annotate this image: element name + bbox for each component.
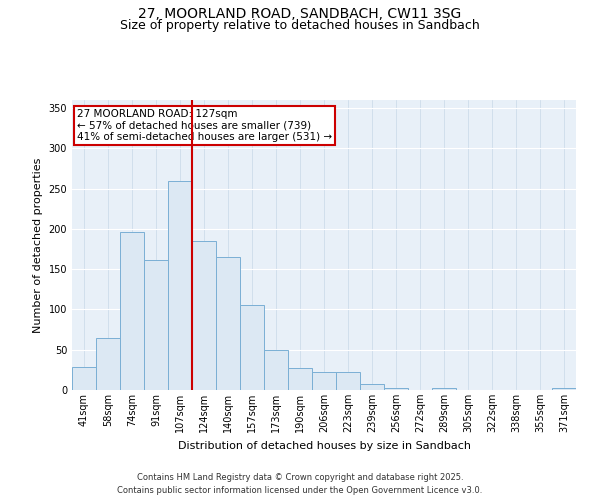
Text: 27 MOORLAND ROAD: 127sqm
← 57% of detached houses are smaller (739)
41% of semi-: 27 MOORLAND ROAD: 127sqm ← 57% of detach…: [77, 108, 332, 142]
Bar: [312, 372, 336, 390]
Bar: [336, 372, 360, 390]
Bar: [96, 338, 120, 390]
Bar: [360, 384, 384, 390]
Bar: [432, 388, 456, 390]
Bar: [144, 260, 168, 390]
Bar: [240, 306, 264, 390]
Bar: [216, 257, 240, 390]
X-axis label: Distribution of detached houses by size in Sandbach: Distribution of detached houses by size …: [178, 440, 470, 450]
Bar: [168, 180, 192, 390]
Bar: [384, 388, 408, 390]
Bar: [120, 232, 144, 390]
Bar: [264, 350, 288, 390]
Bar: [192, 241, 216, 390]
Text: Size of property relative to detached houses in Sandbach: Size of property relative to detached ho…: [120, 19, 480, 32]
Bar: [288, 368, 312, 390]
Text: Contains HM Land Registry data © Crown copyright and database right 2025.
Contai: Contains HM Land Registry data © Crown c…: [118, 474, 482, 495]
Y-axis label: Number of detached properties: Number of detached properties: [33, 158, 43, 332]
Text: 27, MOORLAND ROAD, SANDBACH, CW11 3SG: 27, MOORLAND ROAD, SANDBACH, CW11 3SG: [139, 8, 461, 22]
Bar: [72, 368, 96, 390]
Bar: [552, 388, 576, 390]
